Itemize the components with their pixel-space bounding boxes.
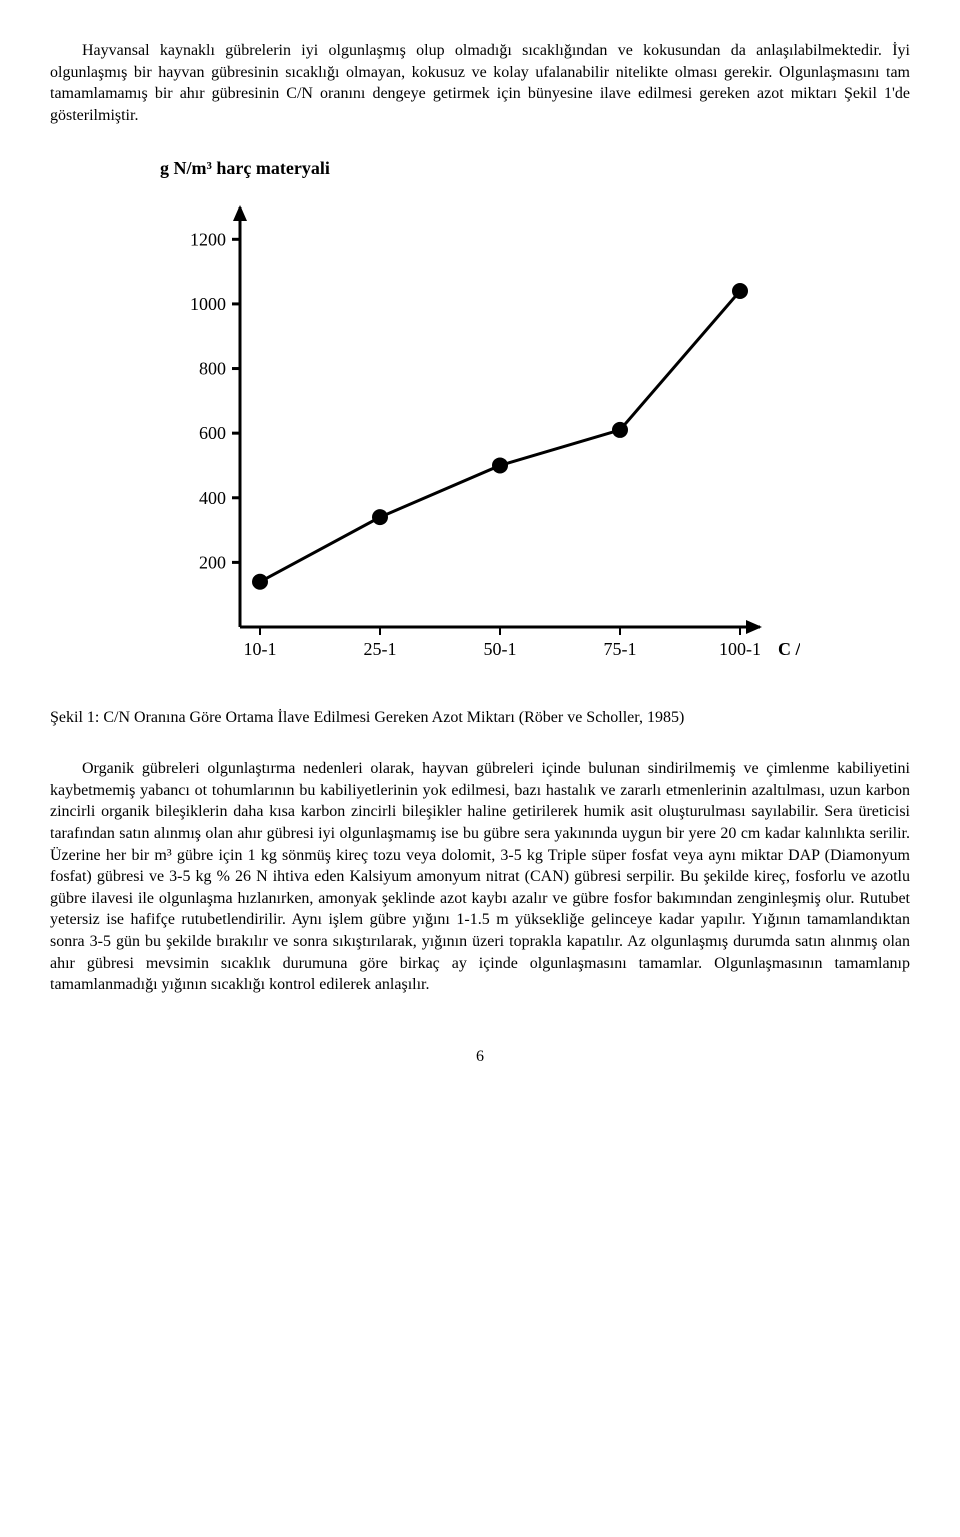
svg-text:1200: 1200 [190, 229, 226, 249]
intro-paragraph: Hayvansal kaynaklı gübrelerin iyi olgunl… [50, 40, 910, 126]
svg-text:10-1: 10-1 [244, 639, 277, 659]
page-number: 6 [50, 1046, 910, 1068]
chart-y-title: g N/m³ harç materyali [160, 156, 800, 180]
svg-text:25-1: 25-1 [364, 639, 397, 659]
svg-text:400: 400 [199, 487, 226, 507]
line-chart: 200 400 600 800 1000 1200 10-1 25-1 50-1 75-1 100-… [160, 187, 800, 687]
svg-text:200: 200 [199, 552, 226, 572]
svg-text:75-1: 75-1 [604, 639, 637, 659]
svg-text:1000: 1000 [190, 294, 226, 314]
figure-caption: Şekil 1: C/N Oranına Göre Ortama İlave E… [50, 707, 910, 729]
svg-text:800: 800 [199, 358, 226, 378]
chart-container: g N/m³ harç materyali 200 400 600 800 1000 12… [160, 156, 800, 686]
svg-text:600: 600 [199, 423, 226, 443]
body-paragraph: Organik gübreleri olgunlaştırma nedenler… [50, 758, 910, 996]
chart-y-title-text: g N/m³ harç materyali [160, 158, 330, 178]
svg-text:100-1: 100-1 [719, 639, 761, 659]
svg-text:50-1: 50-1 [484, 639, 517, 659]
svg-text:C / N: C / N [778, 639, 800, 659]
